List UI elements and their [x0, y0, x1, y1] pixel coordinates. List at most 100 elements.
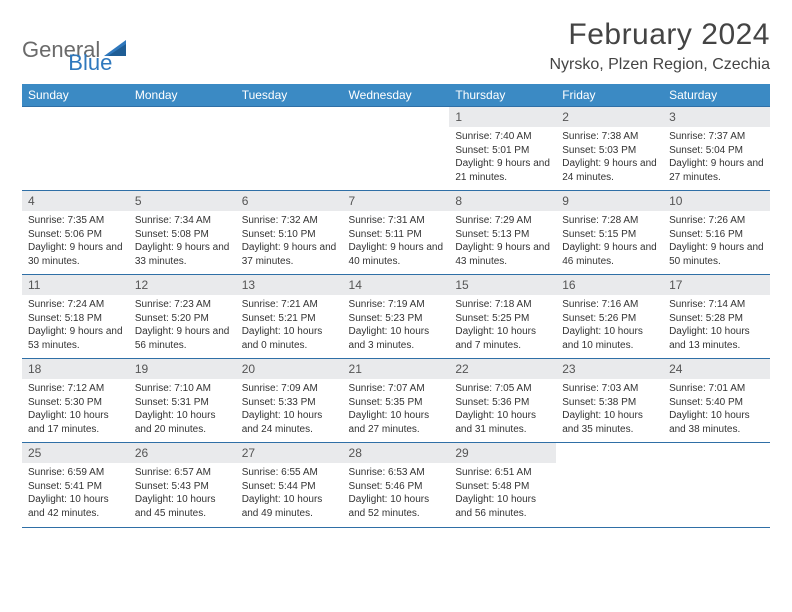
- day-number: 7: [343, 191, 450, 211]
- sunset-line: Sunset: 5:26 PM: [562, 312, 657, 326]
- sunrise-line: Sunrise: 7:05 AM: [455, 382, 550, 396]
- day-cell: ..: [343, 107, 450, 191]
- sunrise-line: Sunrise: 7:34 AM: [135, 214, 230, 228]
- sunrise-line: Sunrise: 7:28 AM: [562, 214, 657, 228]
- dow-monday: Monday: [129, 84, 236, 107]
- day-number: 15: [449, 275, 556, 295]
- sunrise-line: Sunrise: 7:35 AM: [28, 214, 123, 228]
- day-data: Sunrise: 7:16 AMSunset: 5:26 PMDaylight:…: [556, 295, 663, 354]
- day-cell: 12Sunrise: 7:23 AMSunset: 5:20 PMDayligh…: [129, 275, 236, 359]
- sunrise-line: Sunrise: 7:01 AM: [669, 382, 764, 396]
- day-cell: ..: [129, 107, 236, 191]
- sunset-line: Sunset: 5:16 PM: [669, 228, 764, 242]
- dow-row: Sunday Monday Tuesday Wednesday Thursday…: [22, 84, 770, 107]
- sunrise-line: Sunrise: 7:23 AM: [135, 298, 230, 312]
- sunrise-line: Sunrise: 7:31 AM: [349, 214, 444, 228]
- sunrise-line: Sunrise: 7:38 AM: [562, 130, 657, 144]
- sunset-line: Sunset: 5:15 PM: [562, 228, 657, 242]
- daylight-line: Daylight: 10 hours and 31 minutes.: [455, 409, 550, 436]
- day-number: 13: [236, 275, 343, 295]
- sunset-line: Sunset: 5:33 PM: [242, 396, 337, 410]
- daylight-line: Daylight: 10 hours and 10 minutes.: [562, 325, 657, 352]
- logo-text-blue: Blue: [68, 50, 112, 76]
- sunset-line: Sunset: 5:03 PM: [562, 144, 657, 158]
- sunset-line: Sunset: 5:31 PM: [135, 396, 230, 410]
- sunrise-line: Sunrise: 7:16 AM: [562, 298, 657, 312]
- day-number: 2: [556, 107, 663, 127]
- sunset-line: Sunset: 5:21 PM: [242, 312, 337, 326]
- day-data: Sunrise: 6:57 AMSunset: 5:43 PMDaylight:…: [129, 463, 236, 522]
- day-cell: 25Sunrise: 6:59 AMSunset: 5:41 PMDayligh…: [22, 443, 129, 527]
- day-cell: 19Sunrise: 7:10 AMSunset: 5:31 PMDayligh…: [129, 359, 236, 443]
- daylight-line: Daylight: 10 hours and 17 minutes.: [28, 409, 123, 436]
- daylight-line: Daylight: 10 hours and 45 minutes.: [135, 493, 230, 520]
- sunset-line: Sunset: 5:11 PM: [349, 228, 444, 242]
- day-number: 24: [663, 359, 770, 379]
- day-number: 18: [22, 359, 129, 379]
- dow-thursday: Thursday: [449, 84, 556, 107]
- day-data: Sunrise: 7:31 AMSunset: 5:11 PMDaylight:…: [343, 211, 450, 270]
- day-number: 6: [236, 191, 343, 211]
- dow-tuesday: Tuesday: [236, 84, 343, 107]
- day-cell: 15Sunrise: 7:18 AMSunset: 5:25 PMDayligh…: [449, 275, 556, 359]
- sunset-line: Sunset: 5:04 PM: [669, 144, 764, 158]
- sunset-line: Sunset: 5:35 PM: [349, 396, 444, 410]
- daylight-line: Daylight: 9 hours and 56 minutes.: [135, 325, 230, 352]
- sunset-line: Sunset: 5:08 PM: [135, 228, 230, 242]
- sunset-line: Sunset: 5:38 PM: [562, 396, 657, 410]
- day-data: Sunrise: 7:23 AMSunset: 5:20 PMDaylight:…: [129, 295, 236, 354]
- daylight-line: Daylight: 9 hours and 50 minutes.: [669, 241, 764, 268]
- day-number: 19: [129, 359, 236, 379]
- sunset-line: Sunset: 5:36 PM: [455, 396, 550, 410]
- sunrise-line: Sunrise: 7:32 AM: [242, 214, 337, 228]
- day-data: Sunrise: 7:28 AMSunset: 5:15 PMDaylight:…: [556, 211, 663, 270]
- sunset-line: Sunset: 5:13 PM: [455, 228, 550, 242]
- day-cell: 10Sunrise: 7:26 AMSunset: 5:16 PMDayligh…: [663, 191, 770, 275]
- day-cell: 26Sunrise: 6:57 AMSunset: 5:43 PMDayligh…: [129, 443, 236, 527]
- day-data: Sunrise: 6:55 AMSunset: 5:44 PMDaylight:…: [236, 463, 343, 522]
- day-data: Sunrise: 7:29 AMSunset: 5:13 PMDaylight:…: [449, 211, 556, 270]
- day-cell: 16Sunrise: 7:16 AMSunset: 5:26 PMDayligh…: [556, 275, 663, 359]
- title-block: February 2024 Nyrsko, Plzen Region, Czec…: [549, 18, 770, 74]
- day-data: Sunrise: 7:09 AMSunset: 5:33 PMDaylight:…: [236, 379, 343, 438]
- sunset-line: Sunset: 5:25 PM: [455, 312, 550, 326]
- day-cell: ..: [663, 443, 770, 527]
- day-cell: 14Sunrise: 7:19 AMSunset: 5:23 PMDayligh…: [343, 275, 450, 359]
- dow-friday: Friday: [556, 84, 663, 107]
- day-cell: 28Sunrise: 6:53 AMSunset: 5:46 PMDayligh…: [343, 443, 450, 527]
- daylight-line: Daylight: 10 hours and 3 minutes.: [349, 325, 444, 352]
- sunrise-line: Sunrise: 6:51 AM: [455, 466, 550, 480]
- day-data: Sunrise: 7:34 AMSunset: 5:08 PMDaylight:…: [129, 211, 236, 270]
- sunset-line: Sunset: 5:18 PM: [28, 312, 123, 326]
- daylight-line: Daylight: 10 hours and 49 minutes.: [242, 493, 337, 520]
- daylight-line: Daylight: 10 hours and 56 minutes.: [455, 493, 550, 520]
- day-cell: 17Sunrise: 7:14 AMSunset: 5:28 PMDayligh…: [663, 275, 770, 359]
- sunrise-line: Sunrise: 7:26 AM: [669, 214, 764, 228]
- sunrise-line: Sunrise: 7:03 AM: [562, 382, 657, 396]
- dow-sunday: Sunday: [22, 84, 129, 107]
- day-data: Sunrise: 7:21 AMSunset: 5:21 PMDaylight:…: [236, 295, 343, 354]
- sunrise-line: Sunrise: 7:10 AM: [135, 382, 230, 396]
- day-cell: 21Sunrise: 7:07 AMSunset: 5:35 PMDayligh…: [343, 359, 450, 443]
- calendar-body: ........1Sunrise: 7:40 AMSunset: 5:01 PM…: [22, 107, 770, 527]
- day-cell: 11Sunrise: 7:24 AMSunset: 5:18 PMDayligh…: [22, 275, 129, 359]
- day-cell: 8Sunrise: 7:29 AMSunset: 5:13 PMDaylight…: [449, 191, 556, 275]
- day-cell: 1Sunrise: 7:40 AMSunset: 5:01 PMDaylight…: [449, 107, 556, 191]
- daylight-line: Daylight: 9 hours and 37 minutes.: [242, 241, 337, 268]
- week-row: 4Sunrise: 7:35 AMSunset: 5:06 PMDaylight…: [22, 191, 770, 275]
- daylight-line: Daylight: 9 hours and 46 minutes.: [562, 241, 657, 268]
- week-row: 11Sunrise: 7:24 AMSunset: 5:18 PMDayligh…: [22, 275, 770, 359]
- daylight-line: Daylight: 10 hours and 38 minutes.: [669, 409, 764, 436]
- day-data: Sunrise: 7:05 AMSunset: 5:36 PMDaylight:…: [449, 379, 556, 438]
- day-data: Sunrise: 7:07 AMSunset: 5:35 PMDaylight:…: [343, 379, 450, 438]
- day-cell: 22Sunrise: 7:05 AMSunset: 5:36 PMDayligh…: [449, 359, 556, 443]
- day-number: 14: [343, 275, 450, 295]
- day-cell: 13Sunrise: 7:21 AMSunset: 5:21 PMDayligh…: [236, 275, 343, 359]
- day-cell: ..: [22, 107, 129, 191]
- daylight-line: Daylight: 10 hours and 24 minutes.: [242, 409, 337, 436]
- week-row: ........1Sunrise: 7:40 AMSunset: 5:01 PM…: [22, 107, 770, 191]
- day-number: 8: [449, 191, 556, 211]
- day-number: 11: [22, 275, 129, 295]
- day-data: Sunrise: 6:59 AMSunset: 5:41 PMDaylight:…: [22, 463, 129, 522]
- page-title: February 2024: [549, 18, 770, 52]
